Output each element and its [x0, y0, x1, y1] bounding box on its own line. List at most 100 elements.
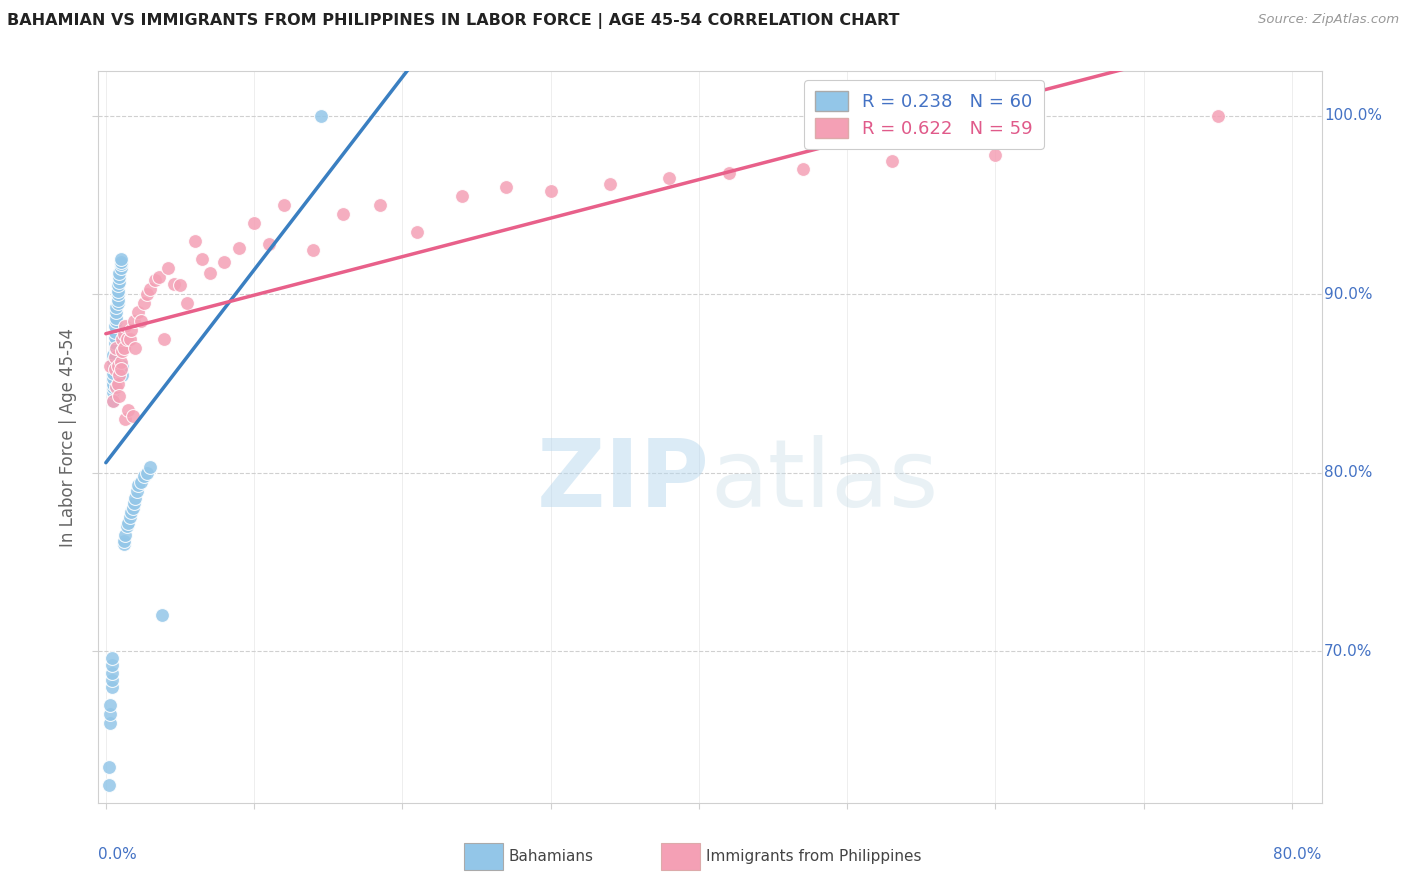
- Point: [111, 332, 134, 346]
- Point: [112, 341, 135, 355]
- Point: [108, 389, 131, 403]
- Point: [157, 260, 180, 275]
- Point: [104, 319, 127, 334]
- Point: [309, 109, 332, 123]
- Point: [103, 366, 125, 380]
- Point: [107, 359, 129, 373]
- Point: [121, 409, 143, 423]
- Point: [108, 266, 131, 280]
- Point: [98, 706, 121, 721]
- Text: Bahamians: Bahamians: [509, 849, 593, 863]
- Point: [139, 460, 162, 475]
- Point: [540, 184, 562, 198]
- Point: [103, 371, 125, 385]
- Point: [97, 760, 120, 774]
- Point: [105, 300, 128, 314]
- Point: [104, 341, 127, 355]
- Point: [111, 368, 134, 382]
- Point: [273, 198, 295, 212]
- Point: [112, 326, 135, 341]
- Point: [120, 323, 142, 337]
- Point: [124, 491, 146, 505]
- Point: [110, 362, 132, 376]
- Point: [169, 278, 191, 293]
- Point: [105, 305, 128, 319]
- Point: [198, 266, 221, 280]
- Point: [406, 225, 429, 239]
- Point: [495, 180, 517, 194]
- Point: [122, 314, 145, 328]
- Point: [100, 658, 122, 673]
- Point: [127, 478, 149, 492]
- Point: [114, 319, 136, 334]
- Point: [332, 207, 354, 221]
- Point: [131, 475, 153, 489]
- Point: [658, 171, 681, 186]
- Text: 100.0%: 100.0%: [1324, 109, 1382, 123]
- Point: [100, 665, 122, 680]
- Point: [368, 198, 391, 212]
- Point: [228, 241, 250, 255]
- Point: [184, 234, 207, 248]
- Point: [114, 412, 136, 426]
- Point: [105, 314, 128, 328]
- Point: [150, 608, 173, 623]
- Point: [107, 284, 129, 298]
- Point: [163, 277, 186, 291]
- Point: [176, 296, 198, 310]
- Point: [108, 368, 131, 382]
- Point: [107, 376, 129, 391]
- Point: [111, 344, 134, 359]
- Point: [117, 403, 139, 417]
- Point: [98, 715, 121, 730]
- Point: [717, 166, 740, 180]
- Point: [117, 516, 139, 530]
- Point: [127, 305, 149, 319]
- Point: [792, 162, 814, 177]
- Point: [108, 269, 131, 284]
- Point: [100, 680, 122, 694]
- Point: [111, 359, 134, 373]
- Point: [118, 510, 141, 524]
- Text: atlas: atlas: [710, 435, 938, 527]
- Point: [108, 275, 131, 289]
- Point: [110, 355, 132, 369]
- Point: [103, 348, 125, 362]
- Point: [104, 350, 127, 364]
- Point: [131, 314, 153, 328]
- Point: [105, 380, 128, 394]
- Point: [880, 153, 903, 168]
- Point: [103, 394, 125, 409]
- Point: [118, 332, 141, 346]
- Point: [103, 353, 125, 368]
- Y-axis label: In Labor Force | Age 45-54: In Labor Force | Age 45-54: [59, 327, 77, 547]
- Point: [125, 483, 148, 498]
- Point: [112, 537, 135, 551]
- Point: [136, 466, 159, 480]
- Point: [984, 148, 1007, 162]
- Point: [450, 189, 472, 203]
- Text: 80.0%: 80.0%: [1274, 847, 1322, 862]
- Point: [115, 519, 138, 533]
- Point: [599, 177, 621, 191]
- Point: [110, 252, 132, 266]
- Point: [110, 255, 132, 269]
- Point: [110, 260, 132, 275]
- Point: [243, 216, 266, 230]
- Point: [103, 359, 125, 373]
- Point: [120, 505, 142, 519]
- Point: [115, 332, 138, 346]
- Point: [107, 296, 129, 310]
- Point: [98, 698, 121, 712]
- Text: Source: ZipAtlas.com: Source: ZipAtlas.com: [1258, 13, 1399, 27]
- Point: [103, 380, 125, 394]
- Point: [112, 533, 135, 548]
- Point: [98, 359, 121, 373]
- Point: [103, 376, 125, 391]
- Point: [104, 362, 127, 376]
- Text: 0.0%: 0.0%: [98, 847, 138, 862]
- Point: [257, 237, 280, 252]
- Text: 90.0%: 90.0%: [1324, 287, 1372, 301]
- Point: [104, 335, 127, 350]
- Point: [191, 252, 214, 266]
